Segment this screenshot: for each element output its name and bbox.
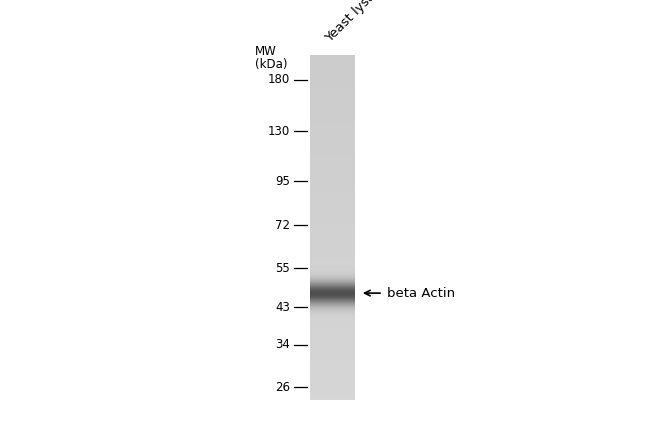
Text: 180: 180 [268,73,290,86]
Text: 72: 72 [275,219,290,232]
Text: Yeast lysate: Yeast lysate [323,0,389,45]
Text: 95: 95 [275,175,290,188]
Text: beta Actin: beta Actin [387,287,455,300]
Text: 26: 26 [275,381,290,394]
Text: 130: 130 [268,125,290,138]
Text: 34: 34 [275,338,290,351]
Text: MW: MW [255,44,277,57]
Text: 55: 55 [275,262,290,275]
Text: 43: 43 [275,301,290,314]
Text: (kDa): (kDa) [255,57,287,70]
